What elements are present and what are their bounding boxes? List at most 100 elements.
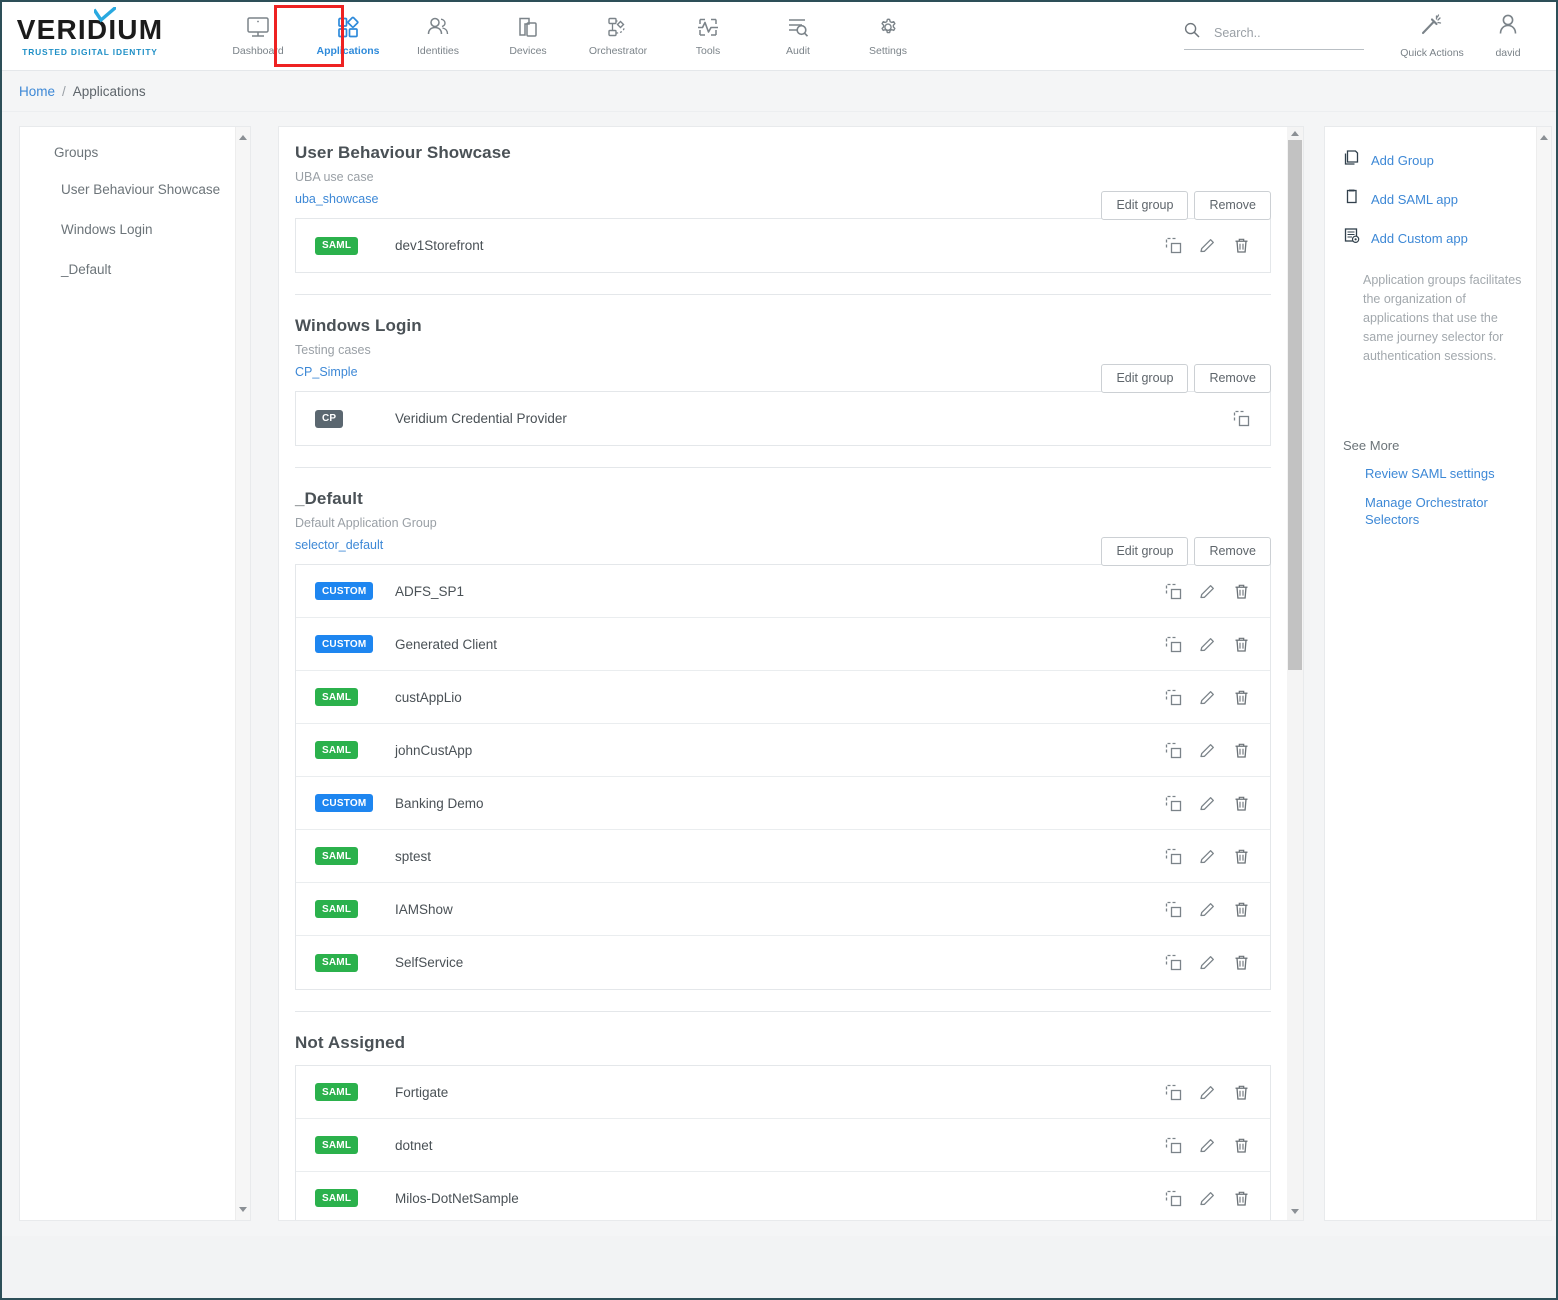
clone-icon[interactable] bbox=[1165, 583, 1182, 600]
delete-trash-icon[interactable] bbox=[1233, 583, 1250, 600]
table-row[interactable]: SAML sptest bbox=[296, 830, 1270, 883]
edit-pencil-icon[interactable] bbox=[1199, 237, 1216, 254]
edit-pencil-icon[interactable] bbox=[1199, 742, 1216, 759]
table-row[interactable]: SAML dev1Storefront bbox=[296, 219, 1270, 272]
search-input[interactable] bbox=[1214, 25, 1354, 40]
table-row[interactable]: CUSTOM ADFS_SP1 bbox=[296, 565, 1270, 618]
nav-item-tools[interactable]: Tools bbox=[663, 12, 753, 61]
clone-icon[interactable] bbox=[1165, 689, 1182, 706]
groups-panel-scrollbar[interactable] bbox=[235, 127, 250, 1220]
scroll-up-arrow-icon[interactable] bbox=[239, 135, 247, 140]
table-row[interactable]: SAML custAppLio bbox=[296, 671, 1270, 724]
table-row[interactable]: SAML SelfService bbox=[296, 936, 1270, 989]
manage-orchestrator-selectors-link[interactable]: Manage Orchestrator Selectors bbox=[1365, 495, 1488, 527]
logo-wordmark: VERIDIUM bbox=[16, 13, 164, 45]
delete-trash-icon[interactable] bbox=[1233, 954, 1250, 971]
table-row[interactable]: CUSTOM Banking Demo bbox=[296, 777, 1270, 830]
veridium-logo[interactable]: VERIDIUM TRUSTED DIGITAL IDENTITY bbox=[15, 6, 165, 57]
scroll-up-arrow-icon[interactable] bbox=[1291, 131, 1299, 136]
table-row[interactable]: CUSTOM Generated Client bbox=[296, 618, 1270, 671]
scroll-up-arrow-icon[interactable] bbox=[1540, 135, 1548, 140]
group-block-default: _Default Default Application Group selec… bbox=[279, 489, 1287, 990]
badge-column: SAML bbox=[315, 236, 395, 255]
pulse-tools-icon bbox=[695, 16, 721, 40]
nav-item-dashboard[interactable]: Dashboard bbox=[213, 12, 303, 61]
clone-icon[interactable] bbox=[1165, 795, 1182, 812]
nav-item-devices[interactable]: Devices bbox=[483, 12, 573, 61]
delete-trash-icon[interactable] bbox=[1233, 1137, 1250, 1154]
table-row[interactable]: SAML johnCustApp bbox=[296, 724, 1270, 777]
edit-pencil-icon[interactable] bbox=[1199, 636, 1216, 653]
quick-actions-button[interactable]: Quick Actions bbox=[1394, 13, 1470, 59]
right-panel-scrollbar[interactable] bbox=[1536, 127, 1551, 1220]
clone-icon[interactable] bbox=[1165, 1190, 1182, 1207]
clone-icon[interactable] bbox=[1165, 848, 1182, 865]
nav-item-identities[interactable]: Identities bbox=[393, 12, 483, 61]
clone-icon[interactable] bbox=[1165, 636, 1182, 653]
group-selector-link[interactable]: selector_default bbox=[295, 538, 384, 552]
group-selector-link[interactable]: CP_Simple bbox=[295, 365, 358, 379]
nav-item-applications[interactable]: Applications bbox=[303, 12, 393, 61]
edit-pencil-icon[interactable] bbox=[1199, 901, 1216, 918]
actions-sidebar-inner: Add Group Add SAML app bbox=[1325, 127, 1551, 528]
scroll-down-arrow-icon[interactable] bbox=[1291, 1209, 1299, 1214]
scroll-down-arrow-icon[interactable] bbox=[239, 1207, 247, 1212]
nav-item-audit[interactable]: Audit bbox=[753, 12, 843, 61]
sidebar-item-windows-login[interactable]: Windows Login bbox=[61, 222, 153, 237]
clone-icon[interactable] bbox=[1233, 410, 1250, 427]
table-row[interactable]: SAML Milos-DotNetSample bbox=[296, 1172, 1270, 1220]
clone-icon[interactable] bbox=[1165, 1084, 1182, 1101]
delete-trash-icon[interactable] bbox=[1233, 1190, 1250, 1207]
add-custom-app-action[interactable]: Add Custom app bbox=[1343, 227, 1535, 249]
delete-trash-icon[interactable] bbox=[1233, 795, 1250, 812]
delete-trash-icon[interactable] bbox=[1233, 636, 1250, 653]
edit-pencil-icon[interactable] bbox=[1199, 795, 1216, 812]
application-name: Veridium Credential Provider bbox=[395, 411, 567, 426]
nav-item-settings[interactable]: Settings bbox=[843, 12, 933, 61]
clone-icon[interactable] bbox=[1165, 901, 1182, 918]
nav-label-tools: Tools bbox=[695, 44, 721, 57]
edit-group-button[interactable]: Edit group bbox=[1101, 537, 1189, 566]
delete-trash-icon[interactable] bbox=[1233, 848, 1250, 865]
edit-pencil-icon[interactable] bbox=[1199, 1084, 1216, 1101]
remove-group-button[interactable]: Remove bbox=[1194, 364, 1271, 393]
table-row[interactable]: SAML Fortigate bbox=[296, 1066, 1270, 1119]
add-group-action[interactable]: Add Group bbox=[1343, 149, 1535, 171]
delete-trash-icon[interactable] bbox=[1233, 901, 1250, 918]
row-actions bbox=[1233, 410, 1250, 427]
edit-pencil-icon[interactable] bbox=[1199, 848, 1216, 865]
breadcrumb-home-link[interactable]: Home bbox=[19, 83, 56, 99]
table-row[interactable]: SAML IAMShow bbox=[296, 883, 1270, 936]
remove-group-button[interactable]: Remove bbox=[1194, 191, 1271, 220]
add-saml-app-action[interactable]: Add SAML app bbox=[1343, 188, 1535, 210]
group-selector-link[interactable]: uba_showcase bbox=[295, 192, 379, 206]
nav-item-orchestrator[interactable]: Orchestrator bbox=[573, 12, 663, 61]
review-saml-settings-link[interactable]: Review SAML settings bbox=[1365, 466, 1495, 481]
edit-group-button[interactable]: Edit group bbox=[1101, 364, 1189, 393]
edit-pencil-icon[interactable] bbox=[1199, 689, 1216, 706]
delete-trash-icon[interactable] bbox=[1233, 1084, 1250, 1101]
table-row[interactable]: SAML dotnet bbox=[296, 1119, 1270, 1172]
clone-icon[interactable] bbox=[1165, 742, 1182, 759]
clone-icon[interactable] bbox=[1165, 1137, 1182, 1154]
edit-group-button[interactable]: Edit group bbox=[1101, 191, 1189, 220]
search-box[interactable] bbox=[1184, 22, 1364, 50]
edit-pencil-icon[interactable] bbox=[1199, 583, 1216, 600]
delete-trash-icon[interactable] bbox=[1233, 689, 1250, 706]
edit-pencil-icon[interactable] bbox=[1199, 1190, 1216, 1207]
edit-pencil-icon[interactable] bbox=[1199, 954, 1216, 971]
magic-wand-icon bbox=[1419, 13, 1445, 42]
clone-icon[interactable] bbox=[1165, 237, 1182, 254]
clone-icon[interactable] bbox=[1165, 954, 1182, 971]
edit-pencil-icon[interactable] bbox=[1199, 1137, 1216, 1154]
delete-trash-icon[interactable] bbox=[1233, 237, 1250, 254]
remove-group-button[interactable]: Remove bbox=[1194, 537, 1271, 566]
sidebar-item-default[interactable]: _Default bbox=[61, 262, 112, 277]
group-divider bbox=[295, 1011, 1271, 1012]
user-menu-button[interactable]: david bbox=[1470, 13, 1546, 59]
table-row[interactable]: CP Veridium Credential Provider bbox=[296, 392, 1270, 445]
applications-scrollbar[interactable] bbox=[1287, 127, 1303, 1220]
sidebar-item-user-behaviour-showcase[interactable]: User Behaviour Showcase bbox=[61, 182, 221, 197]
scrollbar-thumb[interactable] bbox=[1288, 140, 1302, 670]
delete-trash-icon[interactable] bbox=[1233, 742, 1250, 759]
